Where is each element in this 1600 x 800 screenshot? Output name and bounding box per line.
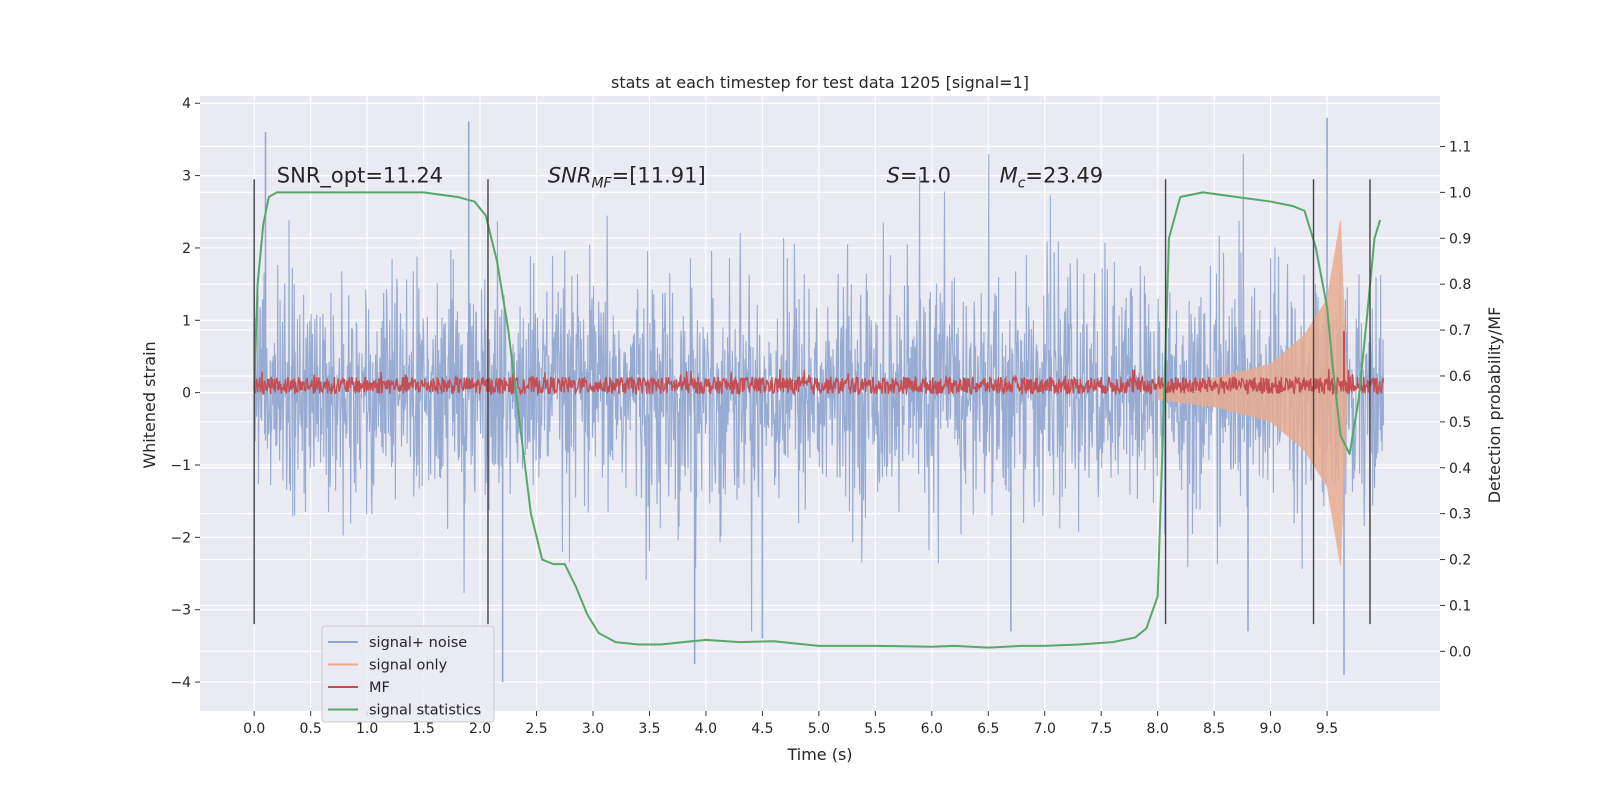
series-mf: [253, 368, 1385, 397]
x-axis-label: Time (s): [786, 745, 852, 764]
y2-tick-label: 0.6: [1449, 369, 1471, 385]
y2-tick-label: 0.5: [1449, 415, 1471, 431]
y-tick-labels: −4 −3 −2 −1 0 1 2 3 4: [170, 96, 200, 691]
annotation-mc-value: Mc=23.49: [1000, 164, 1104, 192]
legend-label: signal only: [369, 658, 448, 674]
y-tick-label: −1: [170, 458, 191, 474]
y-tick-label: 1: [182, 313, 191, 329]
x-tick-label: 2.0: [469, 721, 491, 737]
annotation-snr-opt: SNR_opt=11.24: [277, 164, 443, 189]
y-tick-label: 3: [182, 169, 191, 185]
y-tick-label: 2: [182, 241, 191, 257]
y-tick-label: 0: [182, 386, 191, 402]
x-tick-label: 5.5: [864, 721, 886, 737]
x-tick-labels: 0.0 0.5 1.0 1.5 2.0 2.5 3.0 3.5 4.0 4.5 5.0 5.5 6.0 6…: [243, 711, 1338, 737]
y2-tick-label: 1.0: [1449, 185, 1471, 201]
annotation-s-value: S=1.0: [887, 164, 951, 188]
y2-tick-label: 0.7: [1449, 323, 1471, 339]
x-tick-label: 3.5: [638, 721, 660, 737]
y2-tick-label: 0.0: [1449, 644, 1471, 660]
x-tick-label: 1.5: [412, 721, 434, 737]
x-tick-label: 4.5: [751, 721, 773, 737]
annotations: SNR_opt=11.24 SNRMF=[11.91] S=1.0 Mc=23.49: [277, 164, 1103, 192]
y-tick-label: −4: [170, 675, 191, 691]
x-tick-label: 1.0: [356, 721, 378, 737]
y-tick-label: −3: [170, 603, 191, 619]
x-tick-label: 6.0: [921, 721, 943, 737]
x-tick-label: 3.0: [582, 721, 604, 737]
y2-tick-label: 1.1: [1449, 139, 1471, 155]
series-signal-statistics: [253, 191, 1382, 649]
y2-tick-label: 0.4: [1449, 461, 1471, 477]
y2-axis-label: Detection probability/MF: [1485, 307, 1504, 504]
x-tick-label: 8.5: [1203, 721, 1225, 737]
x-tick-label: 6.5: [977, 721, 999, 737]
x-tick-label: 2.5: [525, 721, 547, 737]
x-tick-label: 7.5: [1090, 721, 1112, 737]
y-tick-label: 4: [182, 96, 191, 112]
y2-tick-label: 0.9: [1449, 231, 1471, 247]
y-tick-label: −2: [170, 530, 191, 546]
legend-box: [321, 625, 495, 723]
x-tick-label: 8.0: [1147, 721, 1169, 737]
chart-title: stats at each timestep for test data 120…: [611, 73, 1029, 92]
x-tick-label: 0.5: [300, 721, 322, 737]
legend: signal+ noise signal only MF signal statist…: [321, 625, 495, 723]
legend-label: MF: [369, 680, 390, 696]
annotation-snr-mf: SNRMF=[11.91]: [548, 164, 706, 192]
x-tick-label: 5.0: [808, 721, 830, 737]
y-axis-label: Whitened strain: [140, 341, 159, 468]
plot-content: [253, 117, 1385, 683]
legend-label: signal statistics: [369, 703, 481, 719]
x-tick-label: 4.0: [695, 721, 717, 737]
vertical-markers: [253, 179, 1371, 625]
y2-tick-label: 0.2: [1449, 553, 1471, 569]
legend-label: signal+ noise: [369, 635, 467, 651]
x-tick-label: 0.0: [243, 721, 265, 737]
y2-tick-label: 0.8: [1449, 277, 1471, 293]
x-tick-label: 7.0: [1034, 721, 1056, 737]
y2-tick-label: 0.1: [1449, 598, 1471, 614]
x-tick-label: 9.5: [1316, 721, 1338, 737]
y2-tick-label: 0.3: [1449, 507, 1471, 523]
x-tick-label: 9.0: [1259, 721, 1281, 737]
y2-tick-labels: 0.0 0.1 0.2 0.3 0.4 0.5 0.6 0.7 0.8 0.9 1.0 1.1: [1440, 139, 1471, 660]
